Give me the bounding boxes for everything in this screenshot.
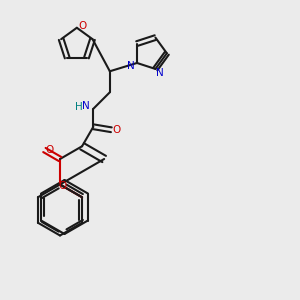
Text: H: H: [75, 102, 83, 112]
Text: O: O: [58, 181, 67, 191]
Text: N: N: [127, 61, 135, 71]
Text: O: O: [46, 145, 54, 155]
Text: N: N: [82, 101, 90, 111]
Text: N: N: [156, 68, 164, 78]
Text: O: O: [78, 21, 86, 31]
Text: O: O: [112, 125, 121, 135]
